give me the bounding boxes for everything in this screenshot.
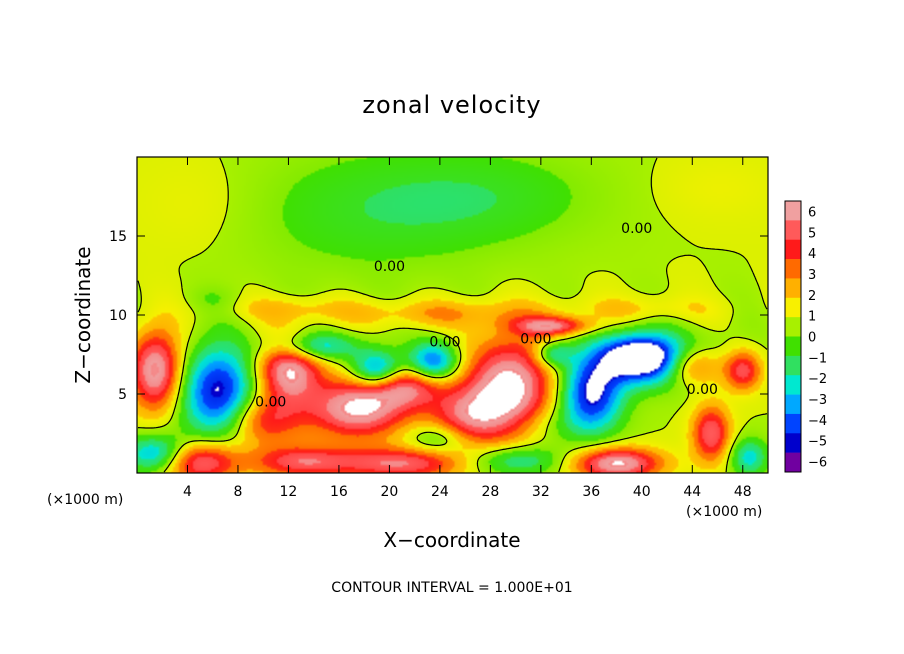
x-tick-label: 44 bbox=[683, 484, 701, 500]
contour-label: 0.00 bbox=[520, 331, 551, 347]
contour-label: 0.00 bbox=[374, 259, 405, 275]
y-tick-label: 5 bbox=[118, 387, 127, 403]
colorbar-swatch bbox=[785, 278, 801, 299]
x-tick-label: 40 bbox=[633, 484, 651, 500]
contour-line bbox=[137, 157, 768, 473]
colorbar-label: 0 bbox=[808, 331, 816, 346]
colorbar-label: 1 bbox=[808, 310, 816, 325]
x-tick-label: 20 bbox=[380, 484, 398, 500]
colorbar-label: 6 bbox=[808, 205, 816, 220]
x-axis-ticks: 4 8 12 16 20 24 28 32 36 40 44 48 bbox=[183, 157, 752, 500]
contour-label: 0.00 bbox=[429, 335, 460, 351]
colorbar-swatch bbox=[785, 336, 801, 357]
colorbar-swatch bbox=[785, 433, 801, 453]
colorbar-swatch bbox=[785, 355, 801, 376]
colorbar-swatch bbox=[785, 413, 801, 434]
y-tick-label: 15 bbox=[109, 229, 127, 245]
x-tick-label: 8 bbox=[233, 484, 242, 500]
colorbar-label: −1 bbox=[808, 351, 827, 366]
contour-label: 0.00 bbox=[621, 221, 652, 237]
colorbar-swatch bbox=[785, 220, 801, 241]
heatmap-field bbox=[137, 157, 768, 473]
x-unit-left: (×1000 m) bbox=[47, 492, 123, 508]
contour-interval-note: CONTOUR INTERVAL = 1.000E+01 bbox=[331, 580, 572, 596]
x-tick-label: 24 bbox=[431, 484, 449, 500]
x-tick-label: 28 bbox=[481, 484, 499, 500]
colorbar-label: 2 bbox=[808, 289, 816, 304]
colorbar-label: −5 bbox=[808, 435, 827, 450]
colorbar-frame bbox=[784, 200, 802, 473]
contour-label: 0.00 bbox=[255, 395, 286, 411]
colorbar-label: 5 bbox=[808, 226, 816, 241]
x-tick-label: 12 bbox=[280, 484, 298, 500]
colorbar-swatch bbox=[785, 317, 801, 337]
colorbar-label: 3 bbox=[808, 268, 816, 283]
x-unit-right: (×1000 m) bbox=[686, 504, 762, 520]
colorbar-label: −4 bbox=[808, 414, 827, 429]
colorbar-label: 4 bbox=[808, 247, 816, 262]
colorbar-swatch bbox=[785, 297, 801, 318]
colorbar: 6 5 4 3 2 1 0 −1 −2 −3 −4 −5 −6 bbox=[784, 200, 827, 473]
y-axis-label: Z−coordinate bbox=[71, 246, 95, 383]
colorbar-label: −3 bbox=[808, 393, 827, 408]
x-tick-label: 16 bbox=[330, 484, 348, 500]
colorbar-swatch bbox=[785, 201, 801, 221]
colorbar-swatch bbox=[785, 452, 801, 473]
colorbar-swatch bbox=[785, 259, 801, 279]
x-tick-label: 4 bbox=[183, 484, 192, 500]
colorbar-swatch bbox=[785, 375, 801, 395]
contour-labels: 0.00 0.00 0.00 0.00 0.00 0.00 bbox=[255, 221, 718, 411]
colorbar-swatch bbox=[785, 239, 801, 260]
x-tick-label: 36 bbox=[582, 484, 600, 500]
colorbar-swatch bbox=[785, 394, 801, 415]
x-tick-label: 48 bbox=[734, 484, 752, 500]
x-axis-label: X−coordinate bbox=[383, 528, 520, 552]
y-axis-ticks: 5 10 15 bbox=[109, 229, 768, 403]
colorbar-label: −6 bbox=[808, 456, 827, 471]
y-tick-label: 10 bbox=[109, 308, 127, 324]
x-tick-label: 32 bbox=[532, 484, 550, 500]
contour-label: 0.00 bbox=[687, 382, 718, 398]
contour-lines bbox=[137, 157, 768, 473]
colorbar-label: −2 bbox=[808, 372, 827, 387]
plot-area: 0.00 0.00 0.00 0.00 0.00 0.00 bbox=[136, 156, 769, 474]
chart-title: zonal velocity bbox=[362, 91, 541, 119]
